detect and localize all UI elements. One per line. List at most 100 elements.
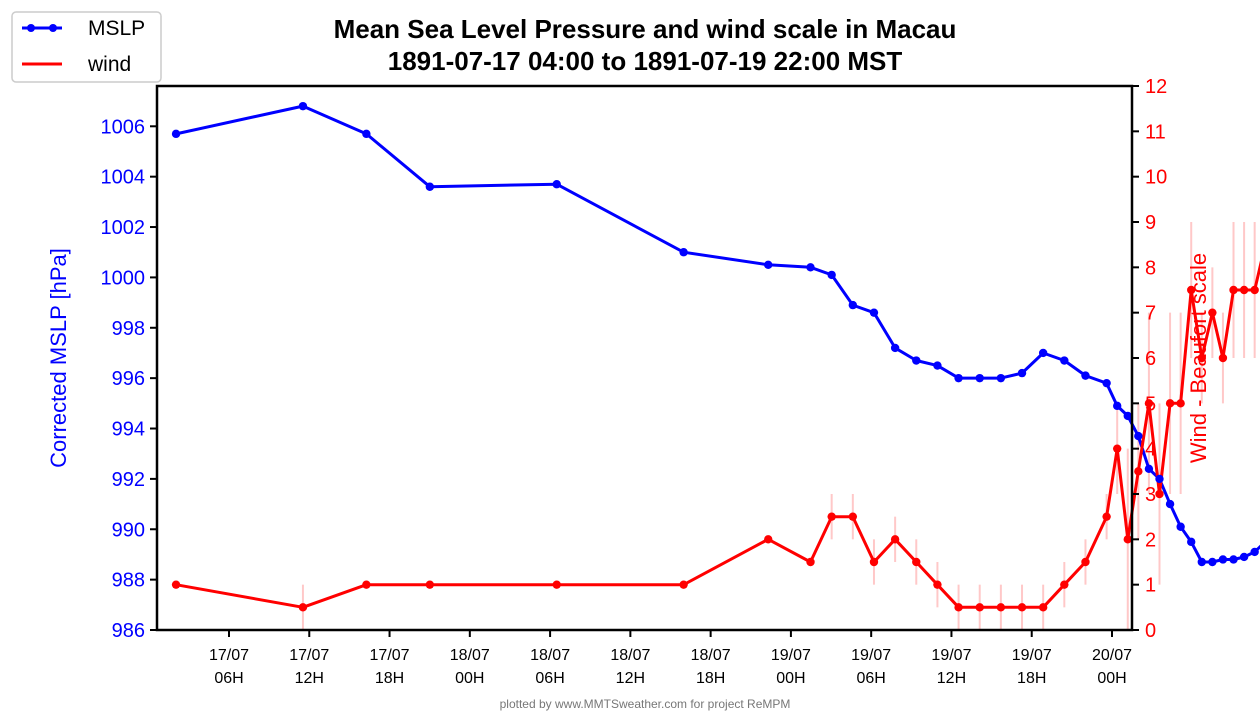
y-right-tick-label: 4: [1145, 439, 1156, 461]
y-right-tick-label: 3: [1145, 484, 1156, 506]
legend-mslp-marker: [27, 24, 35, 32]
x-tick-label: 18/07: [530, 647, 570, 664]
wind-point: [1229, 285, 1238, 295]
mslp-point: [1123, 411, 1132, 421]
mslp-point: [1197, 557, 1206, 567]
series-lines: [175, 104, 1260, 609]
wind-point: [848, 512, 858, 521]
wind-point: [1123, 535, 1132, 544]
mslp-point: [362, 129, 371, 139]
y-right-tick-label: 10: [1145, 167, 1167, 189]
wind-point: [1187, 285, 1196, 295]
wind-point: [912, 557, 921, 567]
mslp-point: [954, 373, 963, 383]
mslp-point: [1155, 474, 1164, 484]
y-left-tick-label: 986: [112, 620, 145, 642]
wind-point: [1134, 467, 1143, 476]
mslp-point: [552, 180, 561, 189]
x-tick-label: 00H: [455, 670, 484, 687]
mslp-point: [1229, 555, 1238, 564]
mslp-point: [764, 260, 773, 270]
wind-point: [1165, 399, 1175, 408]
mslp-point: [1112, 401, 1122, 411]
x-tick-label: 17/07: [209, 647, 249, 664]
x-tick-label: 18/07: [610, 647, 650, 664]
plot-frame: [155, 84, 1134, 632]
wind-point: [764, 535, 773, 544]
mslp-series-line: [175, 104, 1260, 564]
wind-point: [1250, 285, 1259, 295]
mslp-point: [806, 263, 815, 272]
mslp-point: [1060, 356, 1069, 365]
wind-point: [806, 557, 815, 567]
wind-point: [1155, 489, 1164, 499]
y-right-tick-label: 8: [1145, 257, 1156, 279]
mslp-point: [1165, 499, 1175, 509]
wind-point: [869, 557, 879, 567]
mslp-point: [1134, 431, 1143, 441]
y-left-tick-label: 1002: [101, 217, 146, 239]
mslp-point: [425, 182, 435, 191]
wind-point: [171, 580, 181, 589]
y-left-tick-label: 1004: [101, 167, 146, 189]
y-right-tick-label: 12: [1145, 76, 1167, 98]
mslp-point: [1218, 555, 1228, 564]
x-tick-label: 12H: [616, 670, 645, 687]
series-markers: [171, 101, 1259, 612]
wind-point: [1176, 399, 1185, 408]
wind-point: [933, 580, 942, 589]
chart-title-line1: Mean Sea Level Pressure and wind scale i…: [334, 14, 957, 44]
x-tick-label: 17/07: [289, 647, 329, 664]
mslp-point: [975, 373, 984, 383]
mslp-point: [1038, 348, 1048, 358]
x-tick-label: 19/07: [771, 647, 811, 664]
y-right-tick-label: 7: [1145, 303, 1156, 325]
legend-wind-label: wind: [87, 53, 131, 76]
mslp-point: [848, 300, 858, 310]
mslp-point: [827, 270, 836, 280]
y-axis-right-label: Wind - Beaufort scale: [1186, 253, 1211, 463]
y-right-tick-label: 1: [1145, 575, 1156, 597]
x-tick-label: 00H: [1097, 670, 1126, 687]
y-right-tick-label: 0: [1145, 620, 1156, 642]
mslp-point: [1187, 537, 1196, 547]
x-tick-label: 12H: [295, 670, 324, 687]
mslp-point: [679, 248, 688, 257]
y-right-tick-label: 5: [1145, 393, 1156, 415]
credit-text: plotted by www.MMTSweather.com for proje…: [500, 697, 791, 711]
y-right-tick-label: 11: [1145, 121, 1166, 143]
y-right-tick-label: 6: [1145, 348, 1156, 370]
x-tick-label: 12H: [937, 670, 966, 687]
wind-point: [1208, 308, 1217, 317]
wind-point: [975, 603, 984, 612]
x-tick-label: 18H: [375, 670, 404, 687]
mslp-point: [1102, 378, 1111, 388]
wind-point: [890, 535, 900, 544]
y-left-tick-label: 998: [112, 318, 145, 340]
wind-point: [1017, 603, 1027, 612]
x-tick-label: 18/07: [691, 647, 731, 664]
wind-point: [1060, 580, 1069, 589]
y-left-tick-label: 990: [112, 519, 145, 541]
wind-point: [954, 603, 963, 612]
mslp-point: [1250, 547, 1259, 557]
wind-point: [1038, 603, 1048, 612]
mslp-point: [171, 129, 181, 139]
mslp-point: [1144, 464, 1154, 474]
x-tick-label: 19/07: [1012, 647, 1052, 664]
mslp-point: [869, 308, 879, 317]
y-right-tick-label: 9: [1145, 212, 1156, 234]
x-tick-label: 06H: [857, 670, 886, 687]
x-tick-label: 17/07: [370, 647, 410, 664]
mslp-point: [1208, 557, 1217, 567]
x-tick-label: 18H: [1017, 670, 1046, 687]
mslp-point: [298, 101, 308, 111]
y-left-tick-label: 988: [112, 570, 145, 592]
x-tick-label: 00H: [776, 670, 805, 687]
x-tick-label: 18/07: [450, 647, 490, 664]
wind-point: [1239, 285, 1249, 295]
x-tick-label: 20/07: [1092, 647, 1132, 664]
chart-title-line2: 1891-07-17 04:00 to 1891-07-19 22:00 MST: [388, 46, 903, 76]
